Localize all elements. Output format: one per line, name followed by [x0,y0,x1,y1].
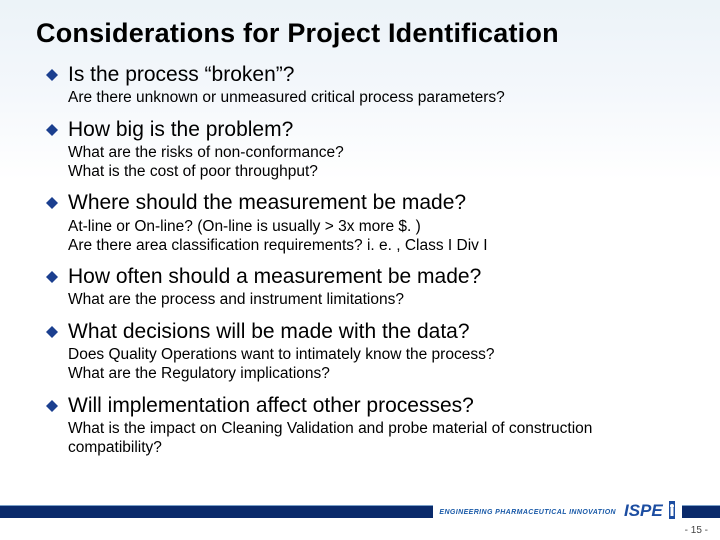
diamond-bullet-icon [46,326,58,338]
sub-line: Does Quality Operations want to intimate… [68,345,684,364]
logo-text: ISPE [624,501,663,520]
sub-line: Are there unknown or unmeasured critical… [68,88,684,107]
sub-line: At-line or On-line? (On-line is usually … [68,217,684,236]
question-row: Is the process “broken”? [46,63,684,87]
diamond-bullet-icon [46,271,58,283]
bullet-list: Is the process “broken”?Are there unknow… [46,63,684,458]
diamond-bullet-icon [46,400,58,412]
question-text: How often should a measurement be made? [68,265,481,289]
diamond-bullet-icon [46,124,58,136]
sub-lines: What are the process and instrument limi… [68,290,684,309]
sub-lines: Are there unknown or unmeasured critical… [68,88,684,107]
sub-line: What is the cost of poor throughput? [68,162,684,181]
sub-line: What is the impact on Cleaning Validatio… [68,419,684,458]
footer-logo-area: ENGINEERING PHARMACEUTICAL INNOVATION IS… [433,499,682,526]
question-text: Where should the measurement be made? [68,191,466,215]
question-text: Is the process “broken”? [68,63,294,87]
slide-footer: ENGINEERING PHARMACEUTICAL INNOVATION IS… [0,492,720,540]
sub-lines: What is the impact on Cleaning Validatio… [68,419,684,458]
sub-lines: What are the risks of non-conformance?Wh… [68,143,684,182]
sub-line: What are the Regulatory implications? [68,364,684,383]
sub-line: Are there area classification requiremen… [68,236,684,255]
question-row: How big is the problem? [46,118,684,142]
diamond-bullet-icon [46,69,58,81]
slide-body: Considerations for Project Identificatio… [0,0,720,540]
slide-title: Considerations for Project Identificatio… [36,18,684,49]
list-item: How big is the problem?What are the risk… [46,118,684,182]
list-item: Where should the measurement be made? At-… [46,191,684,255]
list-item: What decisions will be made with the dat… [46,320,684,384]
question-row: How often should a measurement be made? [46,265,684,289]
diamond-bullet-icon [46,197,58,209]
question-row: Will implementation affect other process… [46,394,684,418]
ispe-logo: ISPE [622,499,676,526]
list-item: Will implementation affect other process… [46,394,684,458]
question-text: What decisions will be made with the dat… [68,320,470,344]
list-item: Is the process “broken”?Are there unknow… [46,63,684,108]
list-item: How often should a measurement be made?W… [46,265,684,310]
footer-tagline: ENGINEERING PHARMACEUTICAL INNOVATION [439,509,616,516]
sub-lines: Does Quality Operations want to intimate… [68,345,684,384]
sub-line: What are the process and instrument limi… [68,290,684,309]
question-row: Where should the measurement be made? [46,191,684,215]
question-text: Will implementation affect other process… [68,394,474,418]
page-number: - 15 - [685,525,708,536]
question-text: How big is the problem? [68,118,293,142]
sub-lines: At-line or On-line? (On-line is usually … [68,217,684,256]
sub-line: What are the risks of non-conformance? [68,143,684,162]
question-row: What decisions will be made with the dat… [46,320,684,344]
